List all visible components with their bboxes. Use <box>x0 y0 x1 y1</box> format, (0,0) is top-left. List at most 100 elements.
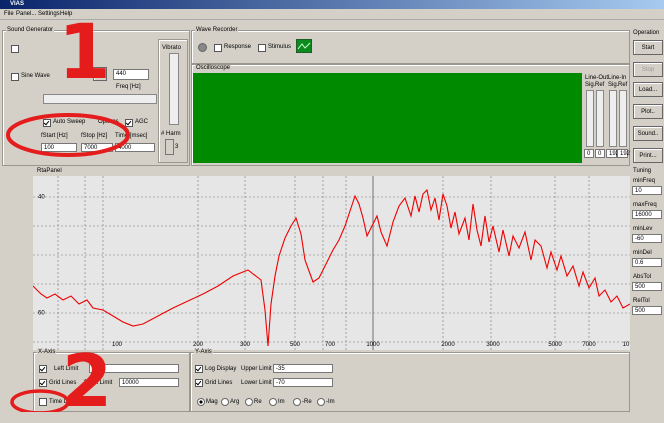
radio-button[interactable] <box>245 398 253 406</box>
button[interactable]: Plot.. <box>633 104 663 119</box>
checkbox[interactable] <box>195 379 203 387</box>
label: Arg <box>230 399 239 405</box>
checkbox[interactable] <box>39 379 47 387</box>
label: Sig. <box>608 82 618 88</box>
window-title: VIAS <box>10 1 24 7</box>
label: Im <box>278 399 285 405</box>
group-title: Tuning <box>633 168 651 174</box>
group-title: Sound Generator <box>6 27 54 33</box>
label: minDel <box>633 250 652 256</box>
x-tick-label: 5000 <box>548 342 562 348</box>
input[interactable]: -70 <box>273 378 333 387</box>
label: Log Display <box>205 366 236 372</box>
slider[interactable] <box>169 53 179 125</box>
label: Freq [Hz] <box>116 84 141 90</box>
record-button[interactable] <box>198 43 207 52</box>
x-tick-label: 500 <box>290 342 301 348</box>
button[interactable]: Load... <box>633 82 663 97</box>
input[interactable]: 500 <box>632 282 662 291</box>
scope-display <box>193 73 582 163</box>
x-tick-label: 7000 <box>582 342 596 348</box>
slider[interactable] <box>619 90 627 147</box>
input[interactable]: -35 <box>273 364 333 373</box>
x-tick-label: 300 <box>240 342 251 348</box>
checkbox[interactable] <box>39 365 47 373</box>
menu-item[interactable]: Panel... <box>16 11 36 17</box>
checkbox[interactable] <box>214 44 222 52</box>
button[interactable]: Stop <box>633 62 663 77</box>
label: Re <box>254 399 262 405</box>
group-title: Y-Axis <box>194 349 213 355</box>
label: Mag <box>206 399 218 405</box>
app-window: VIAS File Panel... Settings Help Sound G… <box>0 0 664 412</box>
button[interactable]: Start <box>633 40 663 55</box>
group-title: Wave Recorder <box>195 27 238 33</box>
spinner[interactable] <box>165 139 174 155</box>
x-tick-label: 2000 <box>441 342 455 348</box>
label: Stimulus <box>268 44 291 50</box>
checkbox[interactable] <box>258 44 266 52</box>
x-tick-label: 700 <box>325 342 336 348</box>
label: Upper Limit <box>241 366 272 372</box>
annotation-oval <box>0 110 140 160</box>
input[interactable]: 10000 <box>119 378 179 387</box>
group-title: Oscilloscope <box>195 65 231 71</box>
y-tick-label: 60 <box>38 311 45 317</box>
slider[interactable] <box>596 90 604 147</box>
label: Ref <box>618 82 627 88</box>
button[interactable]: Print... <box>633 148 663 163</box>
checkbox[interactable] <box>11 73 19 81</box>
label: RelTol <box>633 298 650 304</box>
input[interactable]: 16000 <box>632 210 662 219</box>
label: Sig. <box>585 82 595 88</box>
label: 3 <box>175 144 178 150</box>
x-tick-label: 100 <box>112 342 123 348</box>
input[interactable]: 440 <box>113 69 149 80</box>
radio-button[interactable] <box>269 398 277 406</box>
x-tick-label: 1000 <box>366 342 380 348</box>
group-title: X-Axis <box>37 349 56 355</box>
input[interactable]: 10 <box>632 186 662 195</box>
radio-button[interactable] <box>197 398 205 406</box>
label: Ref <box>595 82 604 88</box>
wave-icon[interactable] <box>296 39 312 53</box>
input[interactable]: 0 <box>584 149 594 158</box>
label: minFreq <box>633 178 655 184</box>
radio-button[interactable] <box>317 398 325 406</box>
input[interactable]: 500 <box>632 306 662 315</box>
checkbox[interactable] <box>195 365 203 373</box>
label: Line-In <box>608 75 626 81</box>
rta-plot: 40 60 100 200 300 500 700 1000 2000 3000… <box>33 176 630 350</box>
radio-button[interactable] <box>293 398 301 406</box>
radio-button[interactable] <box>221 398 229 406</box>
label: AbsTol <box>633 274 651 280</box>
label: Grid Lines <box>205 380 232 386</box>
slider[interactable] <box>609 90 617 147</box>
input[interactable]: 192 <box>617 149 628 158</box>
group-title: Operation <box>633 30 659 36</box>
slider[interactable] <box>586 90 594 147</box>
input[interactable]: 0.6 <box>632 258 662 267</box>
operation-panel: Operation Start Stop Load... Plot.. Soun… <box>631 30 664 412</box>
y-axis-group: Y-Axis Log Display Upper Limit -35 Grid … <box>190 352 630 412</box>
label: maxFreq <box>633 202 657 208</box>
label: -Im <box>326 399 335 405</box>
x-tick-label: 3000 <box>486 342 500 348</box>
button[interactable]: Sound.. <box>633 126 663 141</box>
input[interactable]: -60 <box>632 234 662 243</box>
input[interactable]: 192 <box>606 149 617 158</box>
menu-item[interactable]: Settings <box>38 11 60 17</box>
label: Lower Limit <box>241 380 272 386</box>
label: minLev <box>633 226 652 232</box>
rta-panel: RtaPanel 40 60 100 200 300 500 700 1000 … <box>33 166 630 350</box>
wave-recorder: Wave Recorder Response Stimulus <box>191 30 630 64</box>
label: Sine Wave <box>21 73 50 79</box>
menu-item[interactable]: File <box>4 11 14 17</box>
annotation-number: 1 <box>58 14 111 90</box>
checkbox[interactable] <box>11 45 19 53</box>
input[interactable]: 0 <box>595 149 605 158</box>
y-tick-label: 40 <box>38 195 45 201</box>
annotation-oval <box>8 388 78 412</box>
x-tick-label: 10 <box>623 342 630 348</box>
label: # Harm <box>161 131 181 137</box>
